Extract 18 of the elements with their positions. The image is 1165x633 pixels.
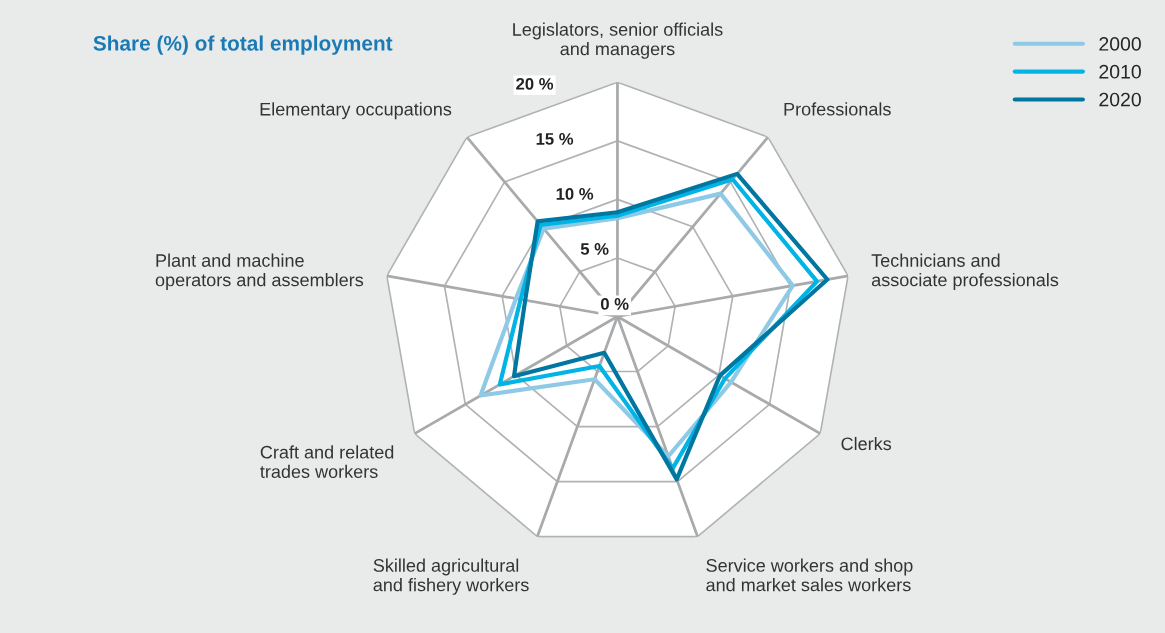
y-tick-label: 10 % — [556, 188, 594, 200]
spoke-label: Technicians and associate professionals — [871, 253, 1059, 290]
spoke-label: Service workers and shop and market sales workers — [706, 558, 913, 592]
y-tick-label: 20 % — [516, 77, 554, 90]
spoke-label: Craft and related trades workers — [260, 445, 394, 479]
legend-label: 2000 — [1099, 37, 1141, 51]
y-tick-label: 15 % — [536, 133, 574, 145]
spoke-label: Skilled agricultural and fishery workers — [373, 558, 529, 595]
y-tick-label: 0 % — [600, 298, 629, 310]
spoke-label: Elementary occupations — [260, 102, 452, 120]
spoke-label: Clerks — [841, 436, 892, 451]
text: Share (%) of total employment — [93, 35, 393, 55]
spoke-label: Plant and machine operators and assemblers — [155, 253, 364, 290]
legend-label: 2010 — [1099, 64, 1141, 79]
spoke-label: Legislators, senior officials and managers — [513, 22, 723, 59]
spoke-label: Professionals — [784, 102, 891, 116]
y-tick-label: 5 % — [580, 243, 609, 255]
legend-label: 2020 — [1099, 92, 1141, 107]
